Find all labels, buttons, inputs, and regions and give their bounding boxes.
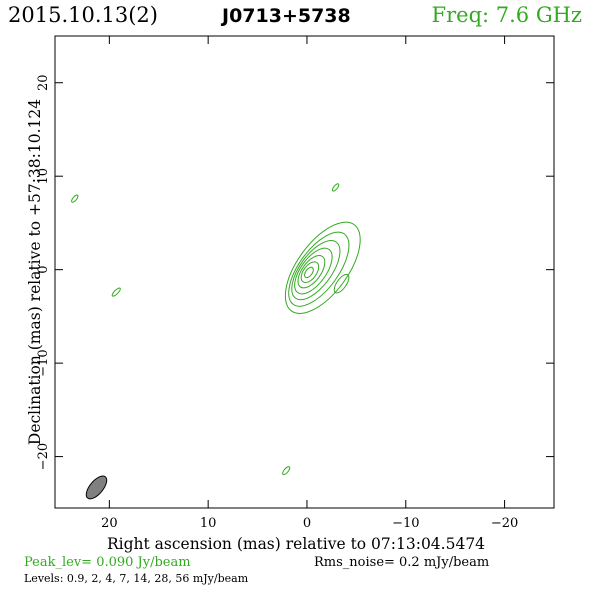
x-tick-label: −20 [491, 516, 518, 531]
beam-ellipse [85, 475, 108, 500]
observation-date: 2015.10.13(2) [8, 3, 158, 27]
frequency-label: Freq: 7.6 GHz [432, 3, 582, 27]
contour-ring [294, 247, 333, 295]
axis-tick-labels: 20 10 0 −10 −20 20 10 0 −10 −20 [36, 74, 518, 531]
contour-island [71, 194, 79, 203]
source-name: J0713+5738 [220, 5, 351, 27]
contour-island [111, 287, 121, 297]
contour-ring [304, 266, 314, 279]
x-tick-label: 10 [200, 516, 217, 531]
contour-levels: Levels: 0.9, 2, 4, 7, 14, 28, 56 mJy/bea… [24, 572, 249, 585]
contour-ring [284, 221, 361, 314]
y-tick-label: 20 [36, 74, 51, 91]
contour-island [333, 273, 350, 294]
y-tick-label: −10 [36, 349, 51, 376]
x-tick-label: −10 [392, 516, 419, 531]
y-axis-label: Declination (mas) relative to +57:38:10.… [26, 99, 44, 445]
y-tick-label: 10 [36, 168, 51, 185]
contour-ring [300, 261, 320, 284]
x-axis-label: Right ascension (mas) relative to 07:13:… [107, 535, 485, 553]
peak-level: Peak_lev= 0.090 Jy/beam [24, 555, 191, 570]
contour-island [331, 183, 340, 192]
rms-noise: Rms_noise= 0.2 mJy/beam [314, 555, 489, 570]
x-tick-label: 0 [303, 516, 311, 531]
contour-ring [297, 255, 326, 289]
contour-layer [71, 183, 361, 476]
contour-island [282, 466, 291, 476]
contour-ring [291, 240, 341, 301]
axis-ticks [55, 36, 554, 508]
y-tick-label: −20 [36, 443, 51, 470]
x-tick-label: 20 [101, 516, 118, 531]
beam-layer [85, 475, 108, 500]
y-tick-label: 0 [36, 266, 51, 274]
contour-ring [288, 231, 350, 307]
plot-frame [54, 35, 555, 509]
